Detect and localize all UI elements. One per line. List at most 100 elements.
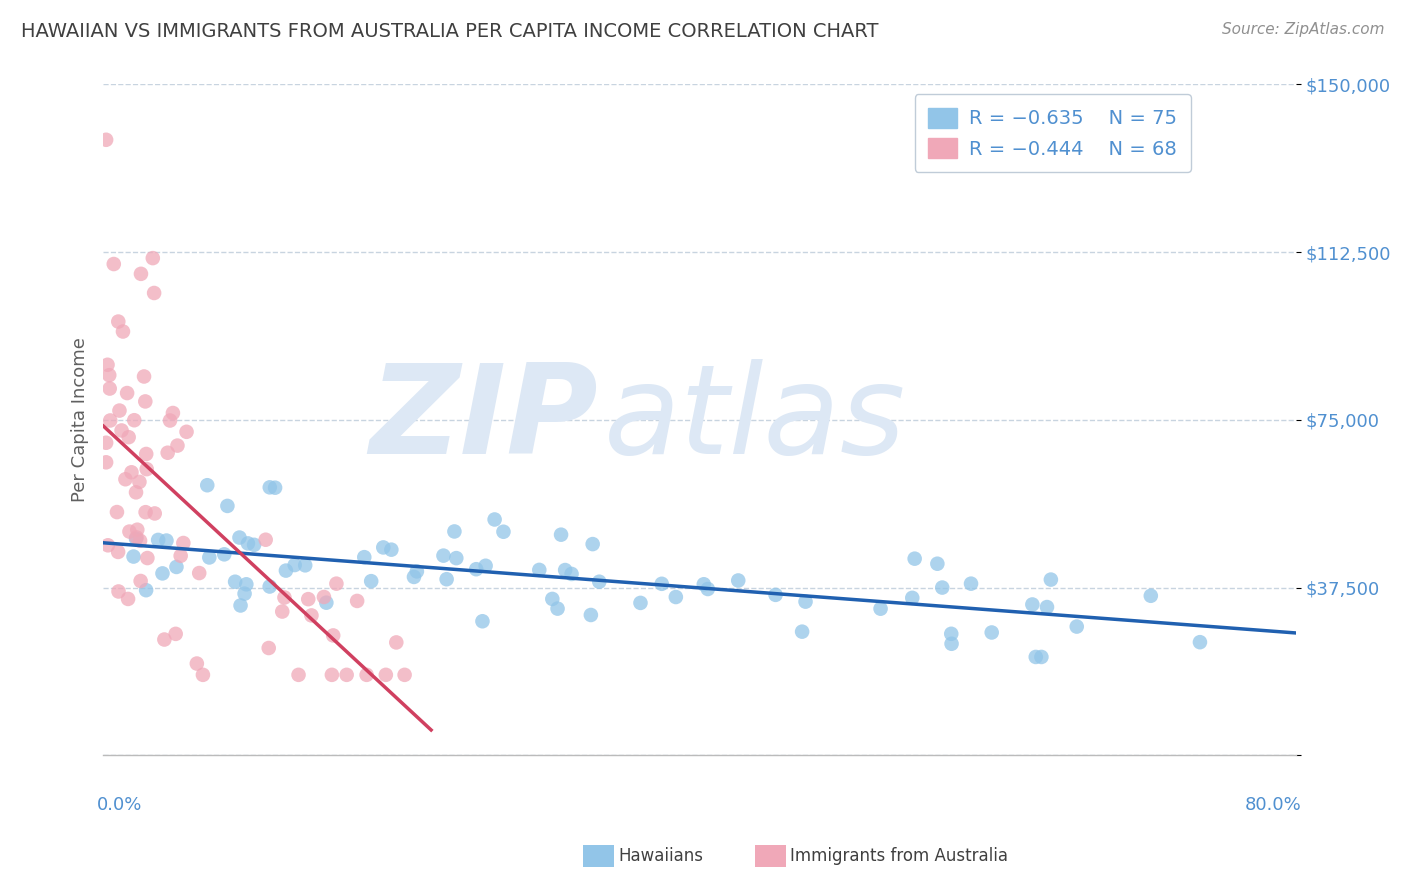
Point [471, 614, 494, 628]
Point [696, 582, 718, 596]
Point [484, 512, 506, 526]
Point [107, 545, 129, 559]
Point [98, 368, 121, 383]
Point [98, 413, 121, 427]
Point [941, 627, 963, 641]
Point [108, 403, 131, 417]
Point [143, 507, 166, 521]
Point [118, 430, 141, 444]
Point [122, 549, 145, 564]
Point [132, 369, 155, 384]
Point [134, 394, 156, 409]
Point [159, 413, 181, 427]
Point [630, 596, 652, 610]
Point [135, 447, 157, 461]
Point [1025, 649, 1047, 664]
Point [117, 591, 139, 606]
Text: Source: ZipAtlas.com: Source: ZipAtlas.com [1222, 22, 1385, 37]
Point [492, 524, 515, 539]
Point [254, 533, 277, 547]
Point [287, 668, 309, 682]
Point [98, 382, 121, 396]
Point [385, 635, 408, 649]
Point [980, 625, 1002, 640]
Point [105, 505, 128, 519]
Point [406, 565, 429, 579]
Point [122, 413, 145, 427]
Point [243, 538, 266, 552]
Point [129, 533, 152, 548]
Point [1139, 589, 1161, 603]
Point [129, 574, 152, 588]
Point [128, 475, 150, 489]
Point [152, 566, 174, 581]
Point [125, 485, 148, 500]
Point [146, 533, 169, 547]
Point [186, 657, 208, 671]
Point [294, 558, 316, 573]
Point [228, 531, 250, 545]
Point [172, 536, 194, 550]
Point [436, 572, 458, 586]
Point [125, 530, 148, 544]
Point [446, 551, 468, 566]
Point [94, 455, 117, 469]
Point [111, 325, 134, 339]
Point [273, 591, 295, 605]
Text: Immigrants from Australia: Immigrants from Australia [790, 847, 1008, 865]
Point [229, 599, 252, 613]
Point [561, 566, 583, 581]
Point [94, 435, 117, 450]
Point [107, 314, 129, 328]
Point [794, 594, 817, 608]
Point [541, 591, 564, 606]
Point [927, 557, 949, 571]
Point [474, 558, 496, 573]
Text: Hawaiians: Hawaiians [619, 847, 703, 865]
Point [142, 251, 165, 265]
Point [136, 551, 159, 566]
Point [353, 550, 375, 565]
Point [166, 439, 188, 453]
Point [170, 549, 193, 563]
Point [259, 580, 281, 594]
Point [284, 558, 307, 572]
Point [214, 547, 236, 561]
Point [312, 590, 335, 604]
Point [259, 480, 281, 494]
Point [554, 563, 576, 577]
Point [1036, 600, 1059, 615]
Text: 0.0%: 0.0% [97, 796, 142, 814]
Point [129, 267, 152, 281]
Point [1039, 573, 1062, 587]
Point [127, 523, 149, 537]
Point [97, 538, 120, 552]
Point [156, 446, 179, 460]
Point [336, 668, 359, 682]
Point [165, 627, 187, 641]
Point [274, 564, 297, 578]
Point [110, 424, 132, 438]
Point [582, 537, 605, 551]
Point [727, 574, 749, 588]
Legend: R = −0.635    N = 75, R = −0.444    N = 68: R = −0.635 N = 75, R = −0.444 N = 68 [914, 95, 1191, 172]
Point [550, 527, 572, 541]
Point [96, 358, 118, 372]
Point [1021, 598, 1043, 612]
Point [195, 478, 218, 492]
Point [1188, 635, 1211, 649]
Point [176, 425, 198, 439]
Point [665, 590, 688, 604]
Point [315, 596, 337, 610]
Point [356, 668, 378, 682]
Point [1066, 619, 1088, 633]
Point [135, 583, 157, 598]
Point [869, 601, 891, 615]
Point [321, 668, 343, 682]
Point [301, 608, 323, 623]
Point [94, 133, 117, 147]
Point [264, 481, 287, 495]
Point [188, 566, 211, 580]
Point [325, 576, 347, 591]
Point [465, 562, 488, 576]
